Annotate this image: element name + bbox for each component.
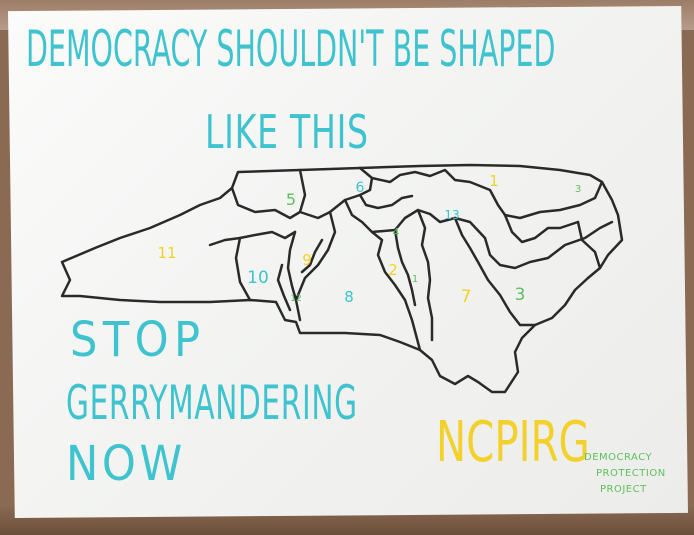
district-label: 3 (515, 285, 526, 305)
district-label: 3 (575, 184, 581, 195)
district-label: 10 (247, 268, 269, 288)
district-label: 2 (388, 261, 398, 279)
district-label: 7 (461, 287, 472, 307)
project-name-line-2: PROTECTION (596, 468, 666, 479)
project-name-line-3: PROJECT (600, 484, 647, 495)
district-label: 9 (302, 251, 312, 269)
organization-name: NCPIRG (436, 410, 590, 475)
call-to-action-line-2: GERRYMANDERING (66, 376, 358, 431)
district-label: 13 (444, 208, 459, 222)
district-label: 1 (412, 274, 418, 285)
district-label: 4 (393, 226, 400, 239)
district-label: 12 (290, 294, 301, 304)
protest-banner (8, 6, 688, 518)
project-name-line-1: DEMOCRACY (584, 452, 653, 463)
headline-line-1: DEMOCRACY SHOULDN'T BE SHAPED (26, 20, 556, 78)
district-label: 6 (356, 180, 365, 196)
district-label: 1 (489, 172, 499, 190)
district-label: 11 (157, 244, 176, 262)
headline-line-2: LIKE THIS (205, 105, 369, 159)
district-label: 5 (286, 190, 296, 209)
call-to-action-line-3: NOW (66, 436, 186, 492)
district-label: 8 (344, 288, 354, 306)
call-to-action-line-1: STOP (70, 312, 206, 368)
